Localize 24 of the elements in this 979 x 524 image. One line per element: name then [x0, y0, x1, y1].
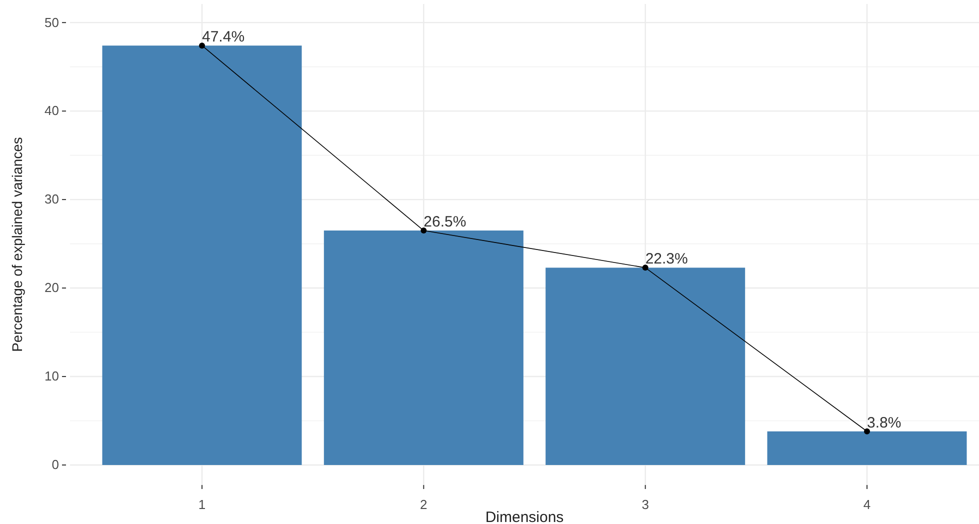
y-tick-label: 0 [52, 457, 59, 472]
y-tick-label: 50 [44, 14, 59, 30]
data-label: 3.8% [867, 414, 902, 432]
y-tick-label: 30 [44, 192, 59, 207]
data-label: 22.3% [645, 250, 688, 268]
bar [767, 431, 967, 466]
point [199, 42, 205, 49]
x-tick-label: 3 [642, 496, 649, 512]
bar [546, 268, 746, 466]
x-tick-label: 1 [198, 496, 206, 512]
bar [102, 46, 302, 466]
y-tick-label: 40 [44, 103, 59, 118]
x-tick-label: 4 [863, 496, 871, 512]
point [642, 264, 648, 271]
y-tick-label: 10 [44, 368, 59, 384]
point [864, 428, 870, 434]
point [420, 228, 427, 234]
x-axis-title: Dimensions [485, 509, 564, 524]
bar [324, 230, 524, 466]
y-tick-label: 20 [44, 280, 59, 296]
y-axis-title: Percentage of explained variances [9, 137, 25, 352]
data-label: 47.4% [202, 28, 245, 46]
x-tick-label: 2 [420, 496, 428, 512]
data-label: 26.5% [424, 214, 466, 231]
